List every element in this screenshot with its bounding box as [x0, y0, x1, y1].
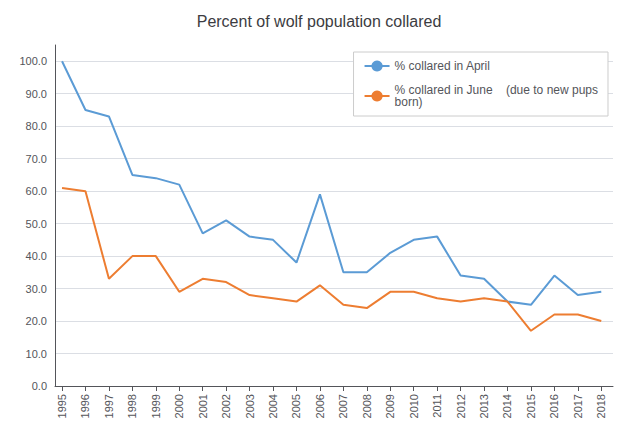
svg-text:100.0: 100.0: [19, 55, 47, 67]
svg-text:2003: 2003: [244, 394, 256, 418]
svg-text:90.0: 90.0: [26, 88, 47, 100]
svg-text:2010: 2010: [408, 394, 420, 418]
svg-text:2002: 2002: [220, 394, 232, 418]
svg-text:2016: 2016: [548, 394, 560, 418]
svg-text:2007: 2007: [337, 394, 349, 418]
svg-text:40.0: 40.0: [26, 250, 47, 262]
svg-text:60.0: 60.0: [26, 185, 47, 197]
svg-text:1995: 1995: [56, 394, 68, 418]
svg-text:2017: 2017: [572, 394, 584, 418]
svg-text:80.0: 80.0: [26, 120, 47, 132]
svg-text:2005: 2005: [290, 394, 302, 418]
svg-text:2011: 2011: [431, 394, 443, 418]
svg-text:2009: 2009: [384, 394, 396, 418]
svg-text:% collared in April: % collared in April: [395, 59, 490, 73]
svg-text:1999: 1999: [150, 394, 162, 418]
svg-text:Percent of wolf population col: Percent of wolf population collared: [197, 13, 442, 30]
svg-text:10.0: 10.0: [26, 348, 47, 360]
svg-text:2001: 2001: [197, 394, 209, 418]
svg-text:30.0: 30.0: [26, 283, 47, 295]
svg-text:% collared in June (due to: % collared in June (due to new pups: [395, 83, 598, 97]
svg-text:20.0: 20.0: [26, 315, 47, 327]
svg-text:2006: 2006: [314, 394, 326, 418]
svg-text:2018: 2018: [595, 394, 607, 418]
svg-text:1998: 1998: [126, 394, 138, 418]
svg-text:2014: 2014: [501, 394, 513, 418]
svg-text:born): born): [395, 95, 423, 109]
svg-text:0.0: 0.0: [32, 380, 47, 392]
svg-text:1996: 1996: [79, 394, 91, 418]
svg-text:2012: 2012: [455, 394, 467, 418]
svg-text:2013: 2013: [478, 394, 490, 418]
svg-text:2008: 2008: [361, 394, 373, 418]
svg-text:2000: 2000: [173, 394, 185, 418]
svg-text:1997: 1997: [103, 394, 115, 418]
svg-text:2015: 2015: [525, 394, 537, 418]
svg-text:70.0: 70.0: [26, 153, 47, 165]
svg-text:2004: 2004: [267, 394, 279, 418]
svg-text:50.0: 50.0: [26, 218, 47, 230]
